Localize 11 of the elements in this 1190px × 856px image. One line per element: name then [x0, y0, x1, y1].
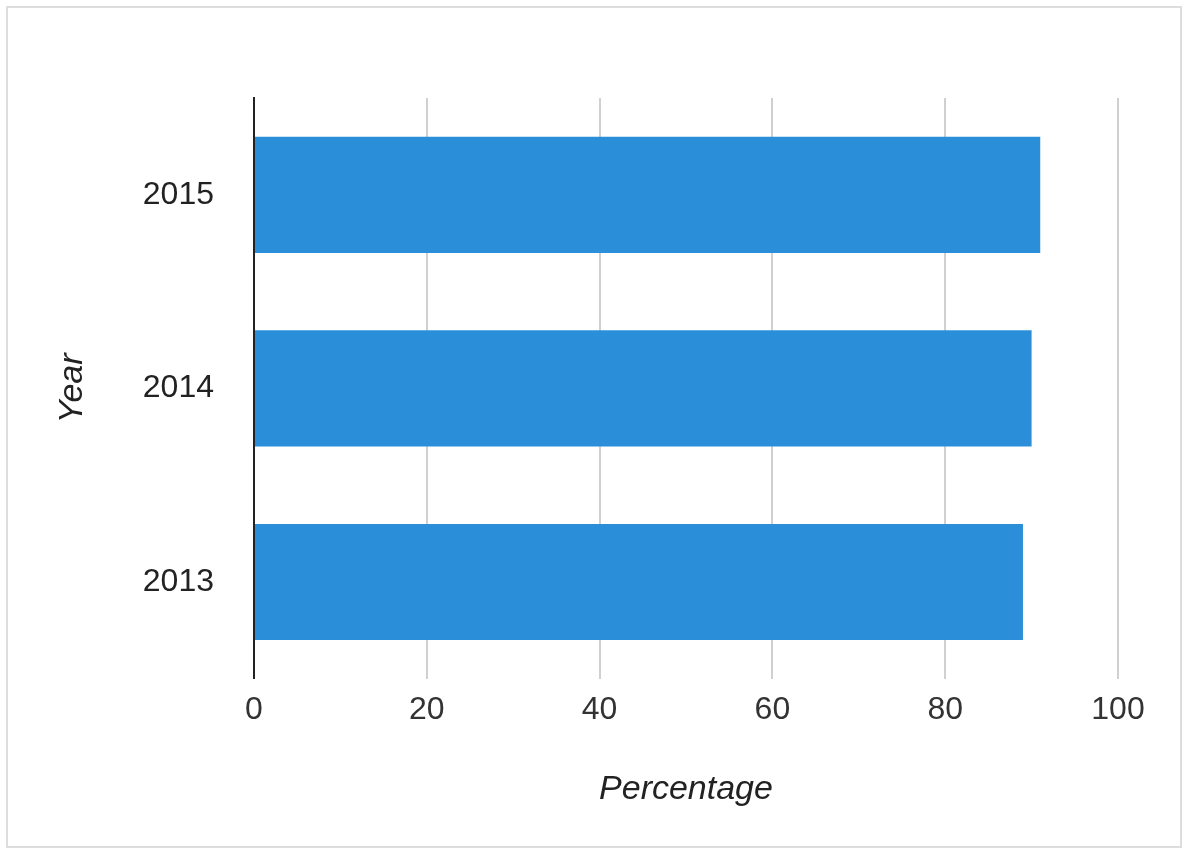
- x-tick-label: 60: [754, 689, 791, 726]
- y-tick-label: 2013: [142, 561, 214, 598]
- y-tick-label: 2015: [142, 174, 214, 211]
- x-axis-title: Percentage: [599, 768, 773, 807]
- y-axis-title: Year: [50, 351, 89, 424]
- x-tick-label: 0: [245, 689, 263, 726]
- x-tick-label: 40: [581, 689, 618, 726]
- y-tick-label: 2014: [142, 368, 214, 405]
- x-tick-label: 100: [1091, 689, 1145, 726]
- x-tick-label: 80: [927, 689, 963, 726]
- x-tick-label: 20: [408, 689, 445, 726]
